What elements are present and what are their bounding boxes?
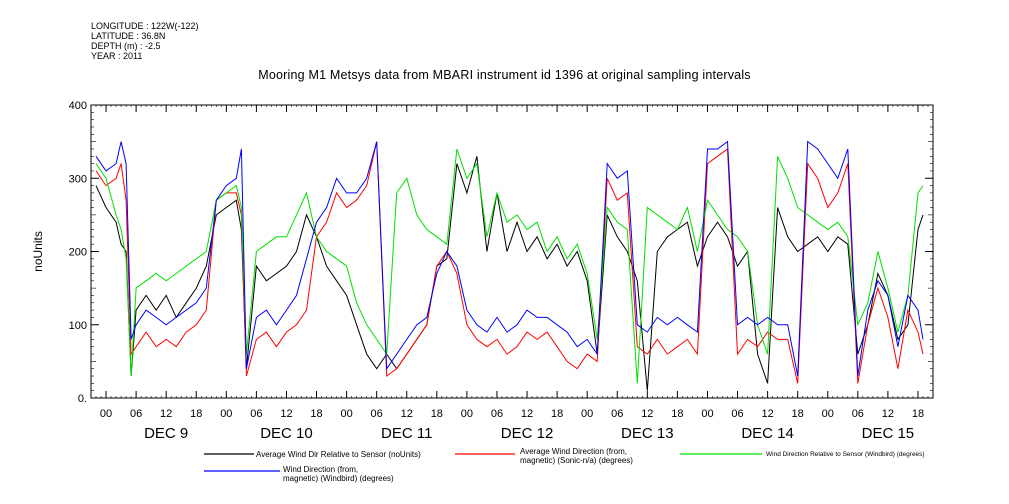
y-tick-label: 400 [69,100,87,112]
x-tick-label: 06 [371,408,383,420]
x-tick-label: 18 [792,408,804,420]
x-tick-label: 18 [912,408,924,420]
x-tick-label: 12 [160,408,172,420]
y-axis-label: noUnits [31,231,45,272]
y-tick-label: 100 [69,320,87,332]
x-tick-label: 18 [431,408,443,420]
x-day-label: DEC 11 [381,425,432,442]
x-day-label: DEC 10 [260,425,313,442]
depth-label: DEPTH (m) : -2.5 [91,41,161,51]
x-tick-label: 06 [852,408,864,420]
chart-title: Mooring M1 Metsys data from MBARI instru… [258,68,751,82]
x-day-label: DEC 14 [741,425,794,442]
x-tick-label: 18 [551,408,563,420]
x-tick-label: 18 [671,408,683,420]
x-tick-label: 12 [761,408,773,420]
x-day-label: DEC 12 [501,425,554,442]
x-tick-label: 00 [220,408,232,420]
x-tick-label: 12 [882,408,894,420]
y-tick-label: 200 [69,247,87,259]
x-tick-label: 18 [310,408,322,420]
plot-frame [90,104,934,399]
x-tick-label: 00 [100,408,112,420]
x-tick-label: 06 [491,408,503,420]
y-tick-label: 0. [78,393,87,405]
x-tick-label: 00 [822,408,834,420]
x-tick-label: 00 [340,408,352,420]
year-label: YEAR : 2011 [91,51,143,61]
x-day-label: DEC 15 [862,425,915,442]
series-line-4 [95,140,924,377]
x-day-label: DEC 13 [621,425,674,442]
x-day-label: DEC 9 [144,425,188,442]
x-tick-label: 12 [641,408,653,420]
series-line-3 [95,148,924,384]
metadata-block: LONGITUDE : 122W(-122) LATITUDE : 36.8N … [91,21,199,61]
x-tick-label: 06 [250,408,262,420]
x-tick-label: 18 [190,408,202,420]
x-tick-label: 00 [701,408,713,420]
x-tick-label: 12 [521,408,533,420]
x-tick-label: 00 [461,408,473,420]
x-tick-label: 12 [401,408,413,420]
y-tick-label: 300 [69,173,87,185]
x-tick-label: 06 [130,408,142,420]
x-tick-label: 12 [280,408,292,420]
x-tick-label: 06 [731,408,743,420]
x-tick-label: 00 [581,408,593,420]
longitude-label: LONGITUDE : 122W(-122) [91,21,199,31]
x-tick-label: 06 [611,408,623,420]
latitude-label: LATITUDE : 36.8N [91,31,166,41]
